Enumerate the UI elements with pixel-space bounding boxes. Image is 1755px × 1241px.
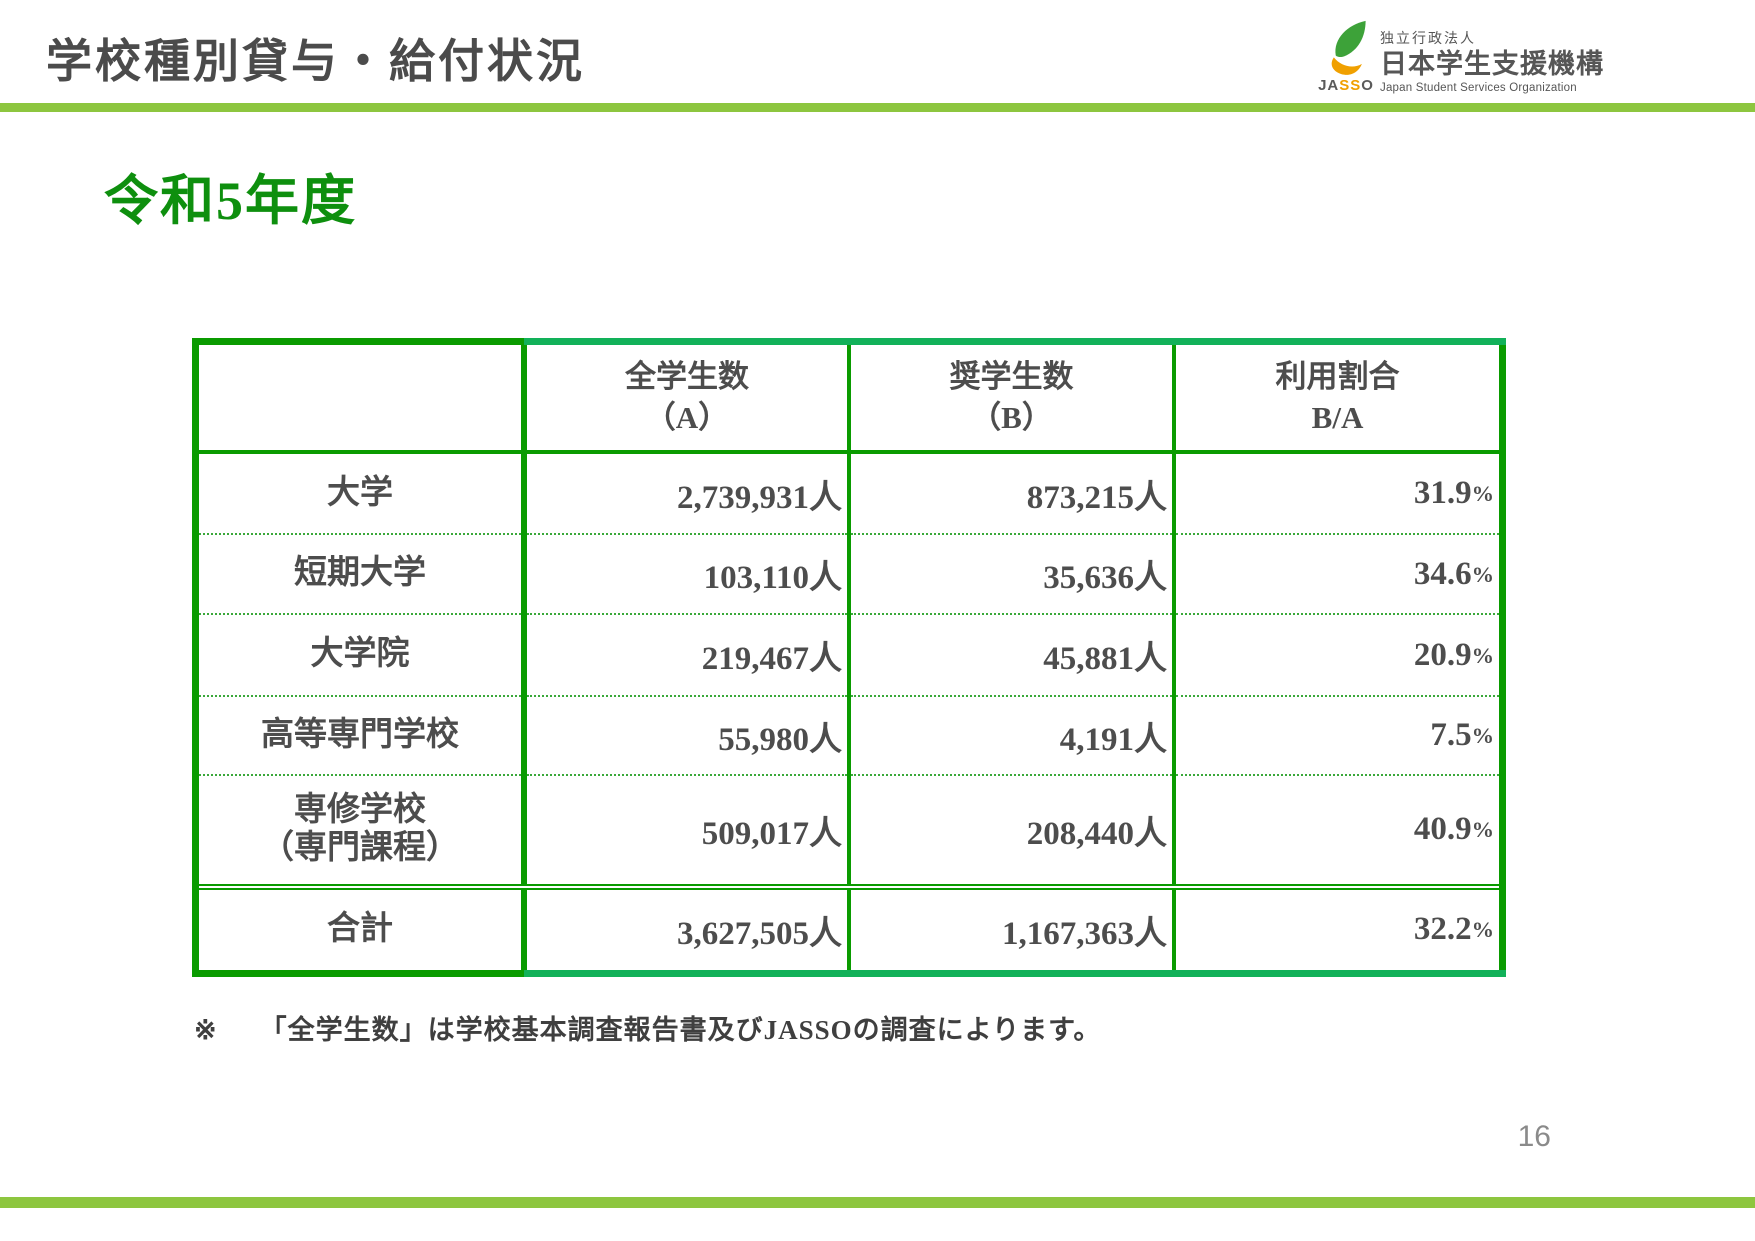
logo-org-name: 日本学生支援機構	[1380, 49, 1604, 79]
cell-ratio: 40.9%	[1172, 773, 1499, 887]
table-bottom-accent	[524, 970, 1506, 977]
jasso-acronym-o: O	[1361, 77, 1374, 94]
fiscal-year-heading: 令和5年度	[104, 171, 357, 231]
row-label-text: 高等専門学校	[261, 716, 459, 753]
row-label: 短期大学	[199, 533, 524, 615]
table-row-junior-college: 短期大学 103,110人 35,636人 34.6%	[199, 533, 1499, 615]
cell-ratio: 20.9%	[1172, 613, 1499, 697]
jasso-acronym-ss: SS	[1339, 77, 1362, 94]
cell-recipients: 208,440人	[847, 773, 1174, 887]
page-title: 学校種別貸与・給付状況	[46, 36, 585, 87]
ratio-value: 40.9	[1413, 811, 1472, 848]
row-label-text: 合計	[327, 910, 393, 947]
cell-recipients: 4,191人	[847, 695, 1174, 775]
row-label-subtext: （専門課程）	[261, 829, 459, 866]
row-label-text: 専修学校	[294, 791, 426, 828]
jasso-logo-mark-column: JASSO	[1318, 20, 1374, 94]
cell-recipients: 1,167,363人	[847, 883, 1174, 970]
table-row-graduate-school: 大学院 219,467人 45,881人 20.9%	[199, 613, 1499, 697]
row-label-text: 大学	[327, 474, 393, 511]
cell-total: 55,980人	[521, 695, 849, 775]
table-header-row: 全学生数 （A） 奨学生数 （B） 利用割合 B/A	[199, 345, 1499, 454]
percent-sign: %	[1471, 723, 1494, 749]
header-scholarship-line1: 奨学生数	[949, 359, 1074, 395]
jasso-logo-text: 独立行政法人 日本学生支援機構 Japan Student Services O…	[1380, 20, 1604, 94]
ratio-value: 31.9	[1413, 475, 1472, 512]
header-total-line2: （A）	[644, 399, 730, 435]
jasso-acronym-ja: JA	[1318, 77, 1340, 94]
percent-sign: %	[1471, 642, 1494, 668]
table-row-university: 大学 2,739,931人 873,215人 31.9%	[199, 452, 1499, 535]
cell-total: 219,467人	[521, 613, 849, 697]
cell-ratio: 31.9%	[1172, 452, 1499, 535]
page-number: 16	[1517, 1120, 1551, 1153]
footnote-text: 「全学生数」は学校基本調査報告書及びJASSOの調査によります。	[259, 1015, 1102, 1045]
row-label: 大学院	[199, 613, 524, 697]
header-total-line1: 全学生数	[625, 359, 749, 395]
footnote-marker: ※	[194, 1015, 218, 1045]
row-label-text: 短期大学	[294, 555, 426, 592]
ratio-value: 20.9	[1413, 636, 1472, 673]
row-label: 大学	[199, 452, 524, 534]
row-label-text: 大学院	[310, 636, 410, 673]
header-ratio-line2: B/A	[1311, 399, 1364, 435]
row-label: 合計	[199, 883, 524, 970]
school-type-table: 全学生数 （A） 奨学生数 （B） 利用割合 B/A 大学 2,7	[192, 338, 1506, 977]
table-row-technical-college: 高等専門学校 55,980人 4,191人 7.5%	[199, 695, 1499, 775]
percent-sign: %	[1471, 917, 1494, 943]
header-cell-empty	[199, 345, 524, 454]
cell-total: 3,627,505人	[521, 883, 849, 970]
header-scholarship-line2: （B）	[970, 399, 1053, 435]
logo-org-type: 独立行政法人	[1380, 30, 1476, 46]
cell-ratio: 34.6%	[1172, 533, 1499, 615]
cell-ratio: 7.5%	[1172, 695, 1499, 775]
school-type-data-table: 全学生数 （A） 奨学生数 （B） 利用割合 B/A 大学 2,7	[199, 345, 1499, 970]
footnote: ※ 「全学生数」は学校基本調査報告書及びJASSOの調査によります。	[194, 1008, 1101, 1047]
percent-sign: %	[1471, 817, 1494, 843]
row-label: 高等専門学校	[199, 695, 524, 775]
ratio-value: 32.2	[1413, 911, 1472, 948]
ratio-value: 7.5	[1430, 717, 1472, 754]
cell-recipients: 35,636人	[847, 533, 1174, 615]
percent-sign: %	[1471, 561, 1494, 587]
ratio-value: 34.6	[1413, 555, 1472, 592]
table-row-specialized-training-college: 専修学校 （専門課程） 509,017人 208,440人 40.9%	[199, 773, 1499, 887]
table-top-accent	[524, 338, 1506, 345]
cell-recipients: 873,215人	[847, 452, 1174, 535]
logo-org-name-en: Japan Student Services Organization	[1380, 81, 1577, 94]
cell-total: 2,739,931人	[521, 452, 849, 535]
header-cell-usage-ratio: 利用割合 B/A	[1172, 345, 1499, 454]
footer-rule	[0, 1197, 1755, 1208]
percent-sign: %	[1471, 481, 1494, 507]
cell-total: 509,017人	[521, 773, 849, 887]
table-row-total: 合計 3,627,505人 1,167,363人 32.2%	[199, 883, 1499, 970]
jasso-acronym: JASSO	[1318, 77, 1374, 94]
header-cell-total-students: 全学生数 （A）	[521, 345, 849, 454]
header-divider-rule	[0, 103, 1755, 112]
cell-ratio: 32.2%	[1172, 883, 1499, 970]
header-ratio-line1: 利用割合	[1275, 359, 1400, 395]
jasso-leaf-icon	[1331, 20, 1366, 75]
jasso-logo: JASSO 独立行政法人 日本学生支援機構 Japan Student Serv…	[1318, 20, 1604, 94]
cell-recipients: 45,881人	[847, 613, 1174, 697]
row-label: 専修学校 （専門課程）	[199, 773, 524, 887]
header-cell-scholarship-students: 奨学生数 （B）	[847, 345, 1174, 454]
cell-total: 103,110人	[521, 533, 849, 615]
